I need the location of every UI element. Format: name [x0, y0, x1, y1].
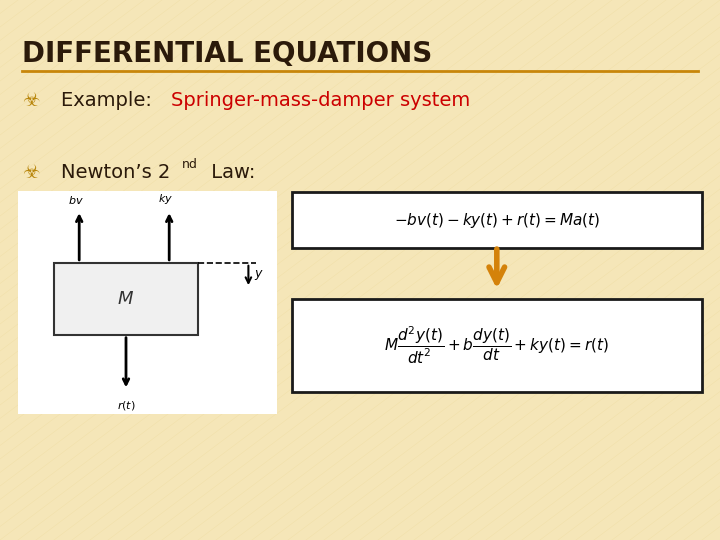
Text: Springer-mass-damper system: Springer-mass-damper system	[171, 91, 471, 110]
FancyBboxPatch shape	[18, 191, 277, 414]
Text: $y$: $y$	[254, 268, 264, 282]
Text: ☣: ☣	[22, 91, 39, 110]
Text: Example:: Example:	[61, 91, 158, 110]
Text: $-bv(t) - ky(t) + r(t) = Ma(t)$: $-bv(t) - ky(t) + r(t) = Ma(t)$	[394, 211, 600, 230]
Text: nd: nd	[182, 158, 198, 171]
Bar	[54, 263, 198, 335]
FancyBboxPatch shape	[292, 299, 702, 393]
Text: Newton’s 2: Newton’s 2	[61, 163, 171, 183]
Text: $ky$: $ky$	[158, 192, 174, 206]
Text: $M\dfrac{d^2y(t)}{dt^2} + b\dfrac{dy(t)}{dt} + ky(t) = r(t)$: $M\dfrac{d^2y(t)}{dt^2} + b\dfrac{dy(t)}…	[384, 325, 609, 366]
Text: Law:: Law:	[205, 163, 256, 183]
Text: $bv$: $bv$	[68, 194, 84, 206]
Text: DIFFERENTIAL EQUATIONS: DIFFERENTIAL EQUATIONS	[22, 39, 432, 68]
FancyBboxPatch shape	[292, 192, 702, 248]
Text: $M$: $M$	[117, 290, 135, 308]
Text: ☣: ☣	[22, 163, 39, 183]
Text: $r(t)$: $r(t)$	[117, 399, 135, 412]
